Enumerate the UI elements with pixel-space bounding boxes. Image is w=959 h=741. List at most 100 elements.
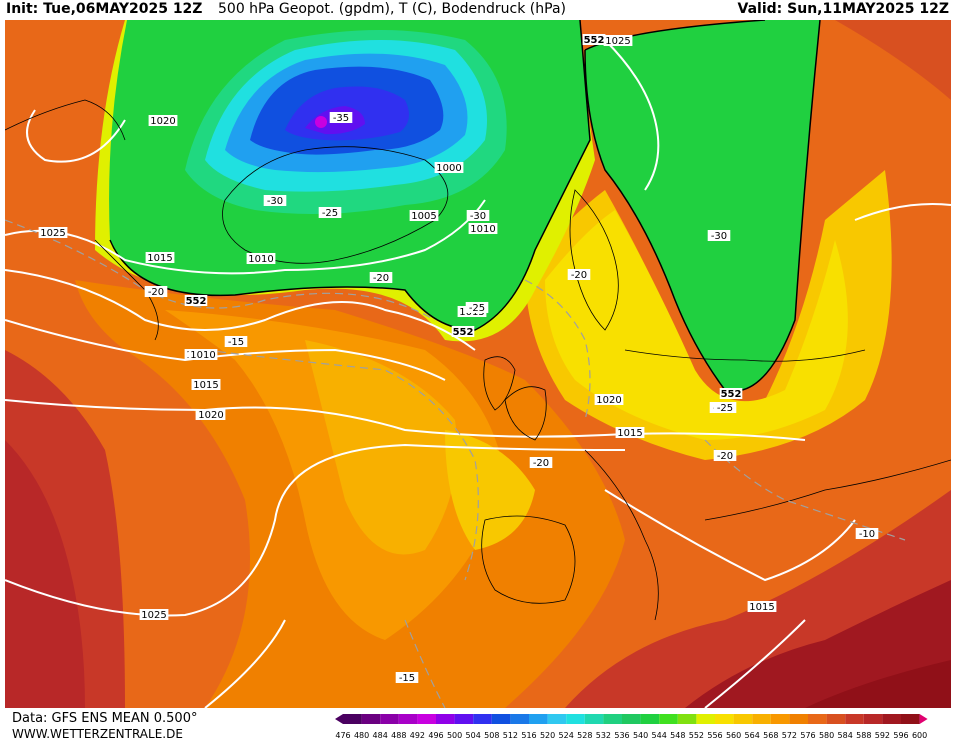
valid-time: Valid: Sun,11MAY2025 12Z <box>737 1 949 17</box>
svg-text:1020: 1020 <box>150 116 175 127</box>
legend-tick-label: 540 <box>633 731 648 740</box>
legend-swatch <box>491 714 511 724</box>
color-legend: 476 480 484 488 492 496 500 504 508 512 516 520 524 5… <box>335 714 928 740</box>
legend-swatch <box>901 714 920 724</box>
website-credit: WWW.WETTERZENTRALE.DE <box>12 727 183 741</box>
svg-text:1010: 1010 <box>190 350 215 361</box>
map-label: -15 <box>395 672 419 684</box>
legend-tick-label: 484 <box>373 731 388 740</box>
legend-tick-label: 524 <box>559 731 574 740</box>
legend-swatch <box>473 714 492 724</box>
legend-tick-label: 552 <box>689 731 704 740</box>
svg-text:552: 552 <box>186 296 207 307</box>
legend-tick-label: 528 <box>577 731 592 740</box>
svg-text:552: 552 <box>721 389 742 400</box>
legend-swatch <box>770 714 790 724</box>
map-label: -20 <box>529 457 553 469</box>
header-bar: Init: Tue,06MAY2025 12Z 500 hPa Geopot. … <box>0 0 959 20</box>
legend-tick-label: 520 <box>540 731 555 740</box>
legend-swatch <box>380 714 399 724</box>
legend-swatch <box>529 714 548 724</box>
map-label: -20 <box>567 269 591 281</box>
legend-tick-label: 488 <box>391 731 406 740</box>
legend-tick-label: 556 <box>707 731 722 740</box>
map-label: 1025 <box>603 35 633 47</box>
svg-text:-30: -30 <box>711 231 727 242</box>
map-label: 1025 <box>38 227 68 239</box>
map-label: -20 <box>713 450 737 462</box>
svg-text:-30: -30 <box>470 211 486 222</box>
map-label: -10 <box>855 528 879 540</box>
map-label: 1015 <box>747 601 777 613</box>
svg-text:1015: 1015 <box>193 380 218 391</box>
legend-swatch <box>640 714 660 724</box>
map-label: -30 <box>466 210 490 222</box>
data-source: Data: GFS ENS MEAN 0.500° <box>12 711 198 726</box>
legend-swatch <box>715 714 734 724</box>
legend-swatch <box>343 714 362 724</box>
legend-swatch <box>826 714 846 724</box>
svg-text:1015: 1015 <box>147 253 172 264</box>
svg-text:1000: 1000 <box>436 163 461 174</box>
legend-swatch <box>845 714 864 724</box>
init-time: Init: Tue,06MAY2025 12Z <box>6 1 203 17</box>
map-label: 1020 <box>148 115 178 127</box>
svg-text:-20: -20 <box>717 451 733 462</box>
legend-arrow-right <box>919 714 928 724</box>
svg-text:1025: 1025 <box>141 610 166 621</box>
legend-tick-label: 480 <box>354 731 369 740</box>
svg-text:-15: -15 <box>228 337 244 348</box>
legend-swatch <box>882 714 901 724</box>
legend-swatch <box>603 714 622 724</box>
legend-tick-label: 500 <box>447 731 462 740</box>
legend-swatch <box>863 714 883 724</box>
legend-tick-label: 588 <box>856 731 871 740</box>
svg-text:1010: 1010 <box>248 254 273 265</box>
svg-text:1025: 1025 <box>40 228 65 239</box>
svg-text:552: 552 <box>584 35 605 46</box>
map-label: 552 <box>719 388 743 400</box>
legend-swatch <box>733 714 753 724</box>
map-label: 552 <box>184 295 208 307</box>
legend-swatch <box>566 714 585 724</box>
temperature-labels: -35 -30 -25 -30 -20 -20 -15 -20 -25 -30 -20 -25 -20 -… <box>144 112 879 684</box>
svg-text:-20: -20 <box>533 458 549 469</box>
svg-text:1015: 1015 <box>617 428 642 439</box>
svg-text:-15: -15 <box>399 673 415 684</box>
legend-tick-label: 596 <box>893 731 908 740</box>
svg-text:1005: 1005 <box>411 211 436 222</box>
svg-text:1025: 1025 <box>605 36 630 47</box>
map-label: 1010 <box>188 349 218 361</box>
map-label: -25 <box>713 402 737 414</box>
map-label: -30 <box>263 195 287 207</box>
svg-text:-10: -10 <box>859 529 875 540</box>
map-label: 552 <box>451 326 475 338</box>
legend-swatch <box>361 714 381 724</box>
svg-text:-35: -35 <box>333 113 349 124</box>
svg-text:552: 552 <box>453 327 474 338</box>
legend-tick-label: 544 <box>652 731 667 740</box>
legend-tick-label: 572 <box>782 731 797 740</box>
footer: Data: GFS ENS MEAN 0.500° WWW.WETTERZENT… <box>0 708 959 741</box>
svg-text:1015: 1015 <box>749 602 774 613</box>
map-label: 1010 <box>246 253 276 265</box>
map-label: -25 <box>465 302 489 314</box>
geopotential-labels: 552552552552552 <box>184 34 743 400</box>
svg-text:1020: 1020 <box>198 410 223 421</box>
legend-swatch <box>547 714 567 724</box>
map-label: 1020 <box>594 394 624 406</box>
map-label: 1020 <box>196 409 226 421</box>
svg-text:-25: -25 <box>322 208 338 219</box>
legend-tick-label: 516 <box>521 731 536 740</box>
map-label: -15 <box>224 336 248 348</box>
map-label: -30 <box>707 230 731 242</box>
legend-swatch <box>584 714 604 724</box>
legend-tick-label: 476 <box>335 731 350 740</box>
map-label: 1005 <box>409 210 439 222</box>
legend-swatch <box>808 714 827 724</box>
legend-tick-label: 532 <box>596 731 611 740</box>
svg-text:-25: -25 <box>469 303 485 314</box>
map-label: -20 <box>144 286 168 298</box>
svg-text:-30: -30 <box>267 196 283 207</box>
legend-swatch <box>436 714 455 724</box>
